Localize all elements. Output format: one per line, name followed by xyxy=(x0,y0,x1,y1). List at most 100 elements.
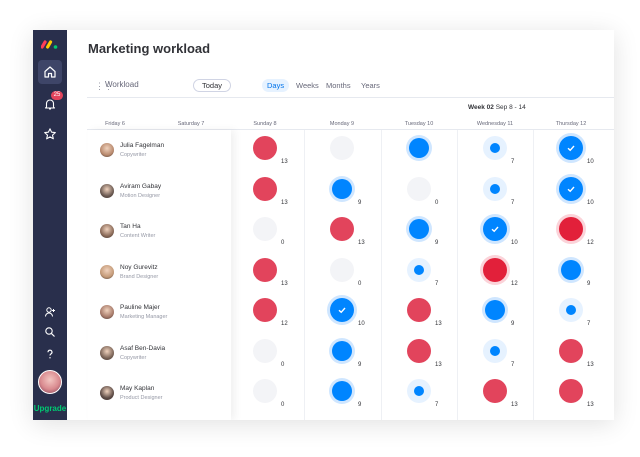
person-avatar xyxy=(100,183,114,198)
workload-cell[interactable]: 7 xyxy=(475,128,515,168)
person-role: Content Writer xyxy=(120,233,156,239)
full-capacity-indicator xyxy=(559,176,583,201)
workload-cell[interactable]: 0 xyxy=(245,331,285,371)
empty-indicator xyxy=(330,257,354,282)
workload-cell[interactable]: 13 xyxy=(322,209,365,249)
range-days-button[interactable]: Days xyxy=(262,79,290,92)
person-row[interactable]: Pauline Majer Marketing Manager xyxy=(88,294,231,334)
workload-cell[interactable]: 13 xyxy=(399,331,442,371)
task-count: 10 xyxy=(511,240,518,246)
critical-indicator xyxy=(483,257,507,282)
workload-cell[interactable]: 13 xyxy=(245,128,288,168)
light-load-indicator xyxy=(483,136,507,160)
workload-cell[interactable]: 13 xyxy=(551,371,594,411)
today-button[interactable]: Today xyxy=(193,79,232,92)
task-count: 7 xyxy=(511,159,515,165)
workload-cell[interactable]: 13 xyxy=(475,371,518,411)
upgrade-button[interactable]: Upgrade xyxy=(33,404,67,413)
person-avatar xyxy=(100,305,114,319)
overload-indicator xyxy=(483,379,507,403)
person-avatar xyxy=(100,224,114,238)
person-row[interactable]: Noy Gurevitz Brand Designer xyxy=(88,254,231,294)
workload-cell[interactable]: 7 xyxy=(399,371,439,411)
main-area: Marketing workload ⋮⋮ Workload Today Day… xyxy=(67,30,614,420)
task-count: 13 xyxy=(281,280,288,287)
workload-cell[interactable]: 13 xyxy=(245,169,288,209)
workload-cell[interactable]: 7 xyxy=(475,169,515,209)
workload-cell[interactable]: 0 xyxy=(399,169,439,209)
task-count: 7 xyxy=(511,361,515,368)
user-avatar[interactable] xyxy=(38,370,62,394)
task-count: 0 xyxy=(435,199,439,206)
search-icon xyxy=(45,327,55,337)
person-row[interactable]: Tan Ha Content Writer xyxy=(88,213,231,253)
person-row[interactable]: Aviram Gabay Motion Designer xyxy=(88,173,231,213)
workload-cell[interactable]: 0 xyxy=(245,209,285,249)
workload-cell[interactable]: 10 xyxy=(322,290,365,330)
workload-cell[interactable]: 9 xyxy=(322,331,362,371)
critical-indicator xyxy=(559,217,583,241)
workload-cell[interactable]: 7 xyxy=(475,331,515,371)
sidebar-item-help[interactable] xyxy=(38,342,62,366)
inner-dot xyxy=(490,345,500,356)
task-count: 9 xyxy=(435,240,439,246)
workload-cell[interactable]: 13 xyxy=(245,250,288,290)
sidebar-item-search[interactable] xyxy=(38,320,62,344)
workload-cell[interactable] xyxy=(399,128,439,168)
task-count: 7 xyxy=(435,280,439,287)
sidebar-item-invite[interactable] xyxy=(38,300,62,324)
range-months-button[interactable]: Months xyxy=(326,81,351,90)
person-row[interactable]: Asaf Ben-Davia Copywriter xyxy=(88,335,231,375)
column-divider xyxy=(381,129,382,420)
task-count: 13 xyxy=(587,402,594,408)
workload-cell[interactable]: 7 xyxy=(551,290,591,330)
overload-indicator xyxy=(559,338,583,363)
workload-cell[interactable]: 0 xyxy=(322,250,362,290)
task-count: 12 xyxy=(587,240,594,246)
person-name: May Kaplan xyxy=(120,385,155,392)
person-name: Tan Ha xyxy=(120,223,141,230)
task-count: 0 xyxy=(281,361,285,368)
people-panel: Julia Fagelman Copywriter Aviram Gabay Moti… xyxy=(88,130,231,420)
sidebar-item-notifications[interactable] xyxy=(38,92,62,116)
drag-handle-icon[interactable]: ⋮⋮ xyxy=(95,81,113,91)
empty-indicator xyxy=(330,136,354,160)
workload-cell[interactable]: 12 xyxy=(551,209,594,249)
workload-cell[interactable]: 12 xyxy=(245,290,288,330)
workload-cell[interactable]: 13 xyxy=(399,290,442,330)
person-row[interactable]: May Kaplan Product Designer xyxy=(88,375,231,415)
full-capacity-indicator xyxy=(483,217,507,241)
workload-cell[interactable]: 0 xyxy=(245,371,285,411)
column-divider xyxy=(533,129,534,420)
workload-cell[interactable] xyxy=(322,128,362,168)
task-count: 13 xyxy=(435,361,442,368)
full-capacity-indicator xyxy=(559,136,583,160)
capacity-indicator xyxy=(332,381,352,401)
capacity-indicator xyxy=(409,219,429,239)
sidebar-item-favorites[interactable] xyxy=(38,122,62,146)
day-label: Tuesday 10 xyxy=(404,121,434,127)
range-weeks-button[interactable]: Weeks xyxy=(296,81,319,90)
workload-cell[interactable]: 10 xyxy=(551,128,594,168)
workload-cell[interactable]: 9 xyxy=(399,209,439,249)
page-title: Marketing workload xyxy=(88,41,211,56)
person-avatar xyxy=(100,264,114,279)
workload-cell[interactable]: 13 xyxy=(551,331,594,371)
range-years-button[interactable]: Years xyxy=(361,81,380,90)
person-role: Brand Designer xyxy=(120,273,159,280)
workload-cell[interactable]: 10 xyxy=(551,169,594,209)
task-count: 13 xyxy=(281,159,288,165)
person-avatar xyxy=(100,386,114,400)
workload-cell[interactable]: 10 xyxy=(475,209,518,249)
workload-cell[interactable]: 9 xyxy=(551,250,591,290)
workload-cell[interactable]: 12 xyxy=(475,250,518,290)
workload-cell[interactable]: 7 xyxy=(399,250,439,290)
light-load-indicator xyxy=(407,257,431,282)
inner-dot xyxy=(490,183,500,194)
check-icon xyxy=(567,186,575,192)
sidebar-item-home[interactable] xyxy=(38,60,62,84)
workload-cell[interactable]: 9 xyxy=(475,290,515,330)
person-row[interactable]: Julia Fagelman Copywriter xyxy=(88,132,231,172)
workload-cell[interactable]: 9 xyxy=(322,371,362,411)
workload-cell[interactable]: 9 xyxy=(322,169,362,209)
